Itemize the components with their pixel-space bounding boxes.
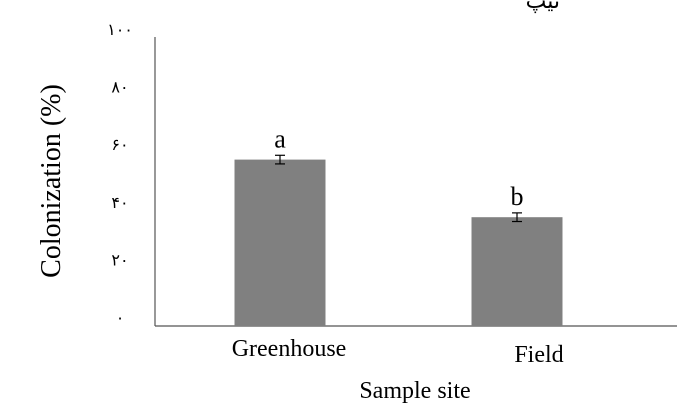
y-tick-label: ۴٠ bbox=[111, 193, 128, 212]
bar-field bbox=[471, 217, 563, 326]
y-tick-label: ١٠٠ bbox=[107, 20, 133, 39]
category-label: Field bbox=[514, 342, 563, 368]
y-axis-title: Colonization (%) bbox=[36, 84, 67, 278]
error-bar bbox=[275, 154, 285, 165]
x-axis-title: Sample site bbox=[359, 378, 470, 404]
y-tick-label: ٠ bbox=[116, 308, 125, 327]
y-tick-label: ۶٠ bbox=[111, 135, 128, 154]
significance-labels: ab bbox=[274, 124, 523, 211]
error-bar bbox=[512, 212, 522, 223]
category-label: Greenhouse bbox=[232, 336, 347, 362]
y-tick-label: ٢٠ bbox=[111, 250, 128, 269]
y-tick-label: ٨٠ bbox=[111, 78, 128, 97]
significance-label: a bbox=[274, 124, 286, 153]
y-tick-labels: ٠ ٢٠ ۴٠ ۶٠ ٨٠ ١٠٠ bbox=[107, 20, 133, 327]
header-fragment: تیپ bbox=[526, 0, 560, 14]
significance-label: b bbox=[511, 182, 524, 211]
error-bars bbox=[275, 154, 522, 223]
bars bbox=[234, 159, 563, 326]
bar-greenhouse bbox=[234, 159, 326, 326]
category-labels: Greenhouse Field bbox=[232, 336, 564, 368]
